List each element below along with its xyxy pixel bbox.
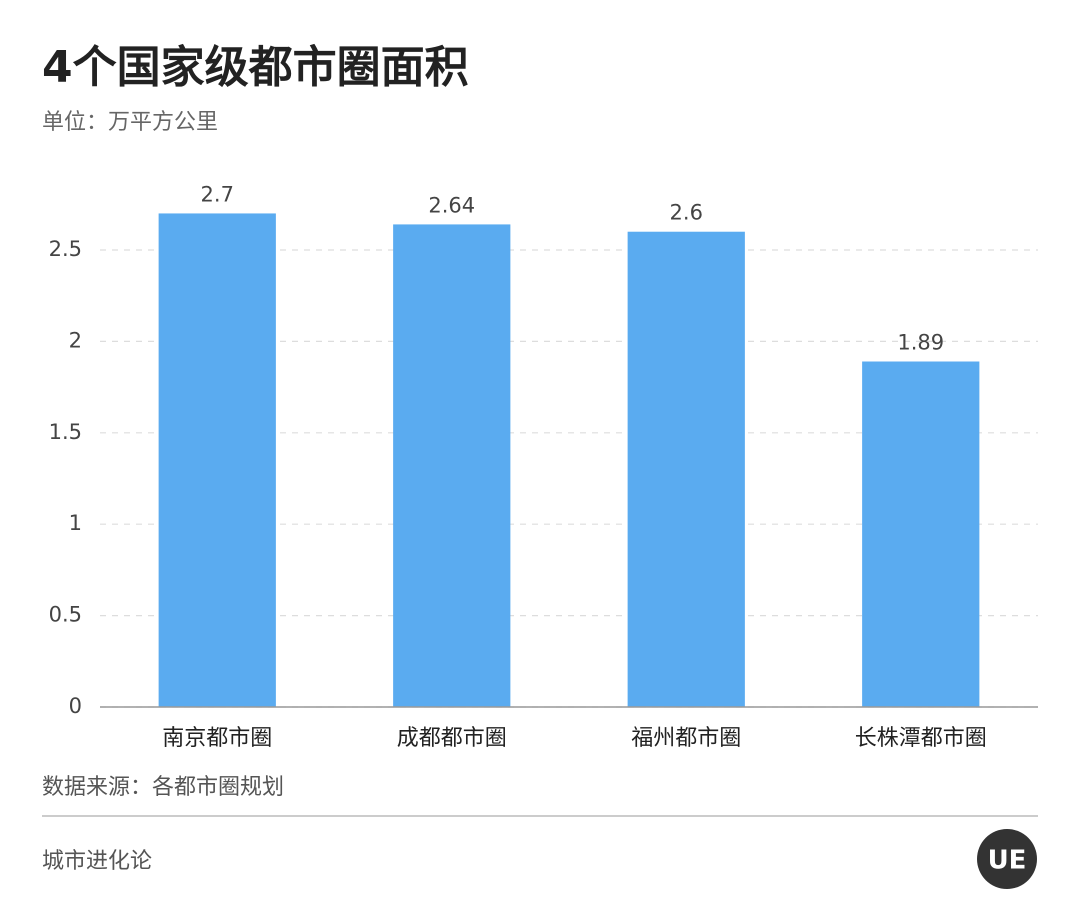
chart-title: 4个国家级都市圈面积 — [42, 42, 469, 93]
value-label: 2.64 — [428, 193, 475, 217]
y-tick-label: 2.5 — [49, 237, 82, 261]
brand: 城市进化论 — [42, 849, 152, 874]
value-label: 2.6 — [670, 201, 703, 225]
source: 数据来源：各都市圈规划 — [42, 775, 284, 800]
logo-circle — [977, 829, 1037, 889]
bar — [393, 224, 511, 707]
x-tick-label: 南京都市圈 — [162, 726, 272, 751]
y-tick-label: 2 — [69, 328, 82, 352]
bar — [862, 361, 980, 707]
y-tick-label: 1 — [69, 511, 82, 535]
value-label: 1.89 — [897, 331, 944, 355]
bar — [627, 231, 745, 707]
chart-subtitle: 单位：万平方公里 — [42, 110, 218, 135]
x-tick-label: 成都都市圈 — [397, 726, 507, 751]
y-tick-label: 0.5 — [49, 603, 82, 627]
y-tick-label: 1.5 — [49, 420, 82, 444]
y-tick-label: 0 — [69, 694, 82, 718]
bar — [158, 213, 276, 707]
logo-text: UE — [988, 846, 1027, 876]
value-label: 2.7 — [201, 182, 234, 206]
x-tick-label: 福州都市圈 — [631, 726, 741, 751]
x-tick-label: 长株潭都市圈 — [855, 726, 987, 751]
